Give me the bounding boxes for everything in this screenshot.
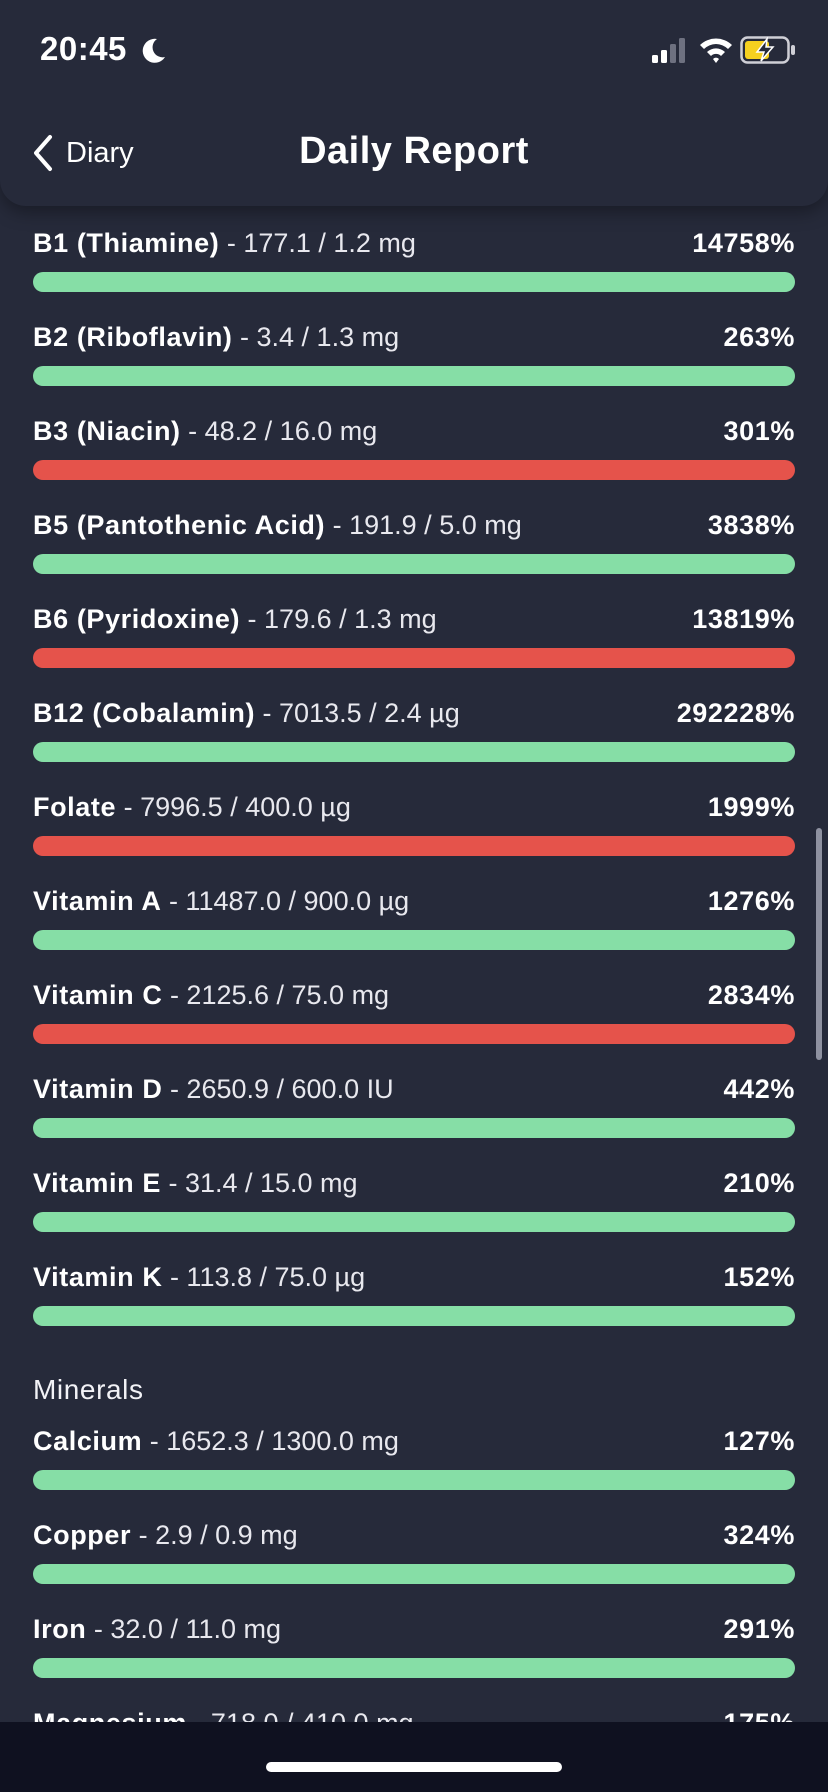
wifi-icon bbox=[700, 38, 732, 63]
progress-bar bbox=[33, 1024, 795, 1044]
nutrient-name: Iron bbox=[33, 1614, 87, 1644]
chevron-left-icon bbox=[34, 135, 52, 171]
nutrient-amount: - 2650.9 / 600.0 IU bbox=[162, 1074, 394, 1104]
nutrient-row: Magnesium - 718.0 / 410.0 mg 175% bbox=[33, 1708, 795, 1722]
progress-bar bbox=[33, 742, 795, 762]
battery-charging-icon bbox=[740, 36, 795, 64]
progress-bar bbox=[33, 1564, 795, 1584]
scrollbar[interactable] bbox=[816, 828, 822, 1060]
nutrient-row: Vitamin E - 31.4 / 15.0 mg 210% bbox=[33, 1168, 795, 1238]
nutrient-amount: - 718.0 / 410.0 mg bbox=[187, 1708, 413, 1722]
nutrient-amount: - 7013.5 / 2.4 µg bbox=[255, 698, 460, 728]
nutrient-name: Vitamin D bbox=[33, 1074, 163, 1104]
nutrient-percent: 210% bbox=[723, 1168, 795, 1198]
nutrient-row: Vitamin K - 113.8 / 75.0 µg 152% bbox=[33, 1262, 795, 1332]
nutrient-amount: - 1652.3 / 1300.0 mg bbox=[142, 1426, 399, 1456]
nutrient-name: Folate bbox=[33, 792, 117, 822]
nutrient-percent: 1276% bbox=[707, 886, 795, 916]
section-title-minerals: Minerals bbox=[33, 1374, 144, 1405]
nutrient-row: Calcium - 1652.3 / 1300.0 mg 127% bbox=[33, 1426, 795, 1496]
nutrient-row: Folate - 7996.5 / 400.0 µg 1999% bbox=[33, 792, 795, 862]
nutrient-name: Vitamin C bbox=[33, 980, 163, 1010]
progress-bar bbox=[33, 1658, 795, 1678]
progress-bar bbox=[33, 460, 795, 480]
progress-bar bbox=[33, 1470, 795, 1490]
nutrient-name: B2 (Riboflavin) bbox=[33, 322, 233, 352]
nutrient-percent: 292228% bbox=[676, 698, 795, 728]
nutrient-name: B1 (Thiamine) bbox=[33, 228, 220, 258]
nutrient-percent: 127% bbox=[723, 1426, 795, 1456]
progress-bar bbox=[33, 366, 795, 386]
nutrient-percent: 1999% bbox=[707, 792, 795, 822]
nutrient-amount: - 2125.6 / 75.0 mg bbox=[162, 980, 390, 1010]
progress-bar bbox=[33, 930, 795, 950]
nutrient-name: Vitamin K bbox=[33, 1262, 163, 1292]
nutrient-name: Magnesium bbox=[33, 1708, 187, 1722]
nutrient-name: B5 (Pantothenic Acid) bbox=[33, 510, 326, 540]
progress-bar bbox=[33, 1212, 795, 1232]
nutrient-percent: 14758% bbox=[692, 228, 795, 258]
back-label: Diary bbox=[66, 136, 134, 169]
moon-icon bbox=[142, 38, 165, 63]
nutrient-row: B2 (Riboflavin) - 3.4 / 1.3 mg 263% bbox=[33, 322, 795, 392]
nutrient-percent: 324% bbox=[723, 1520, 795, 1550]
nutrient-amount: - 191.9 / 5.0 mg bbox=[325, 510, 522, 540]
progress-bar bbox=[33, 1118, 795, 1138]
cellular-signal-icon bbox=[652, 38, 685, 63]
back-button[interactable]: Diary bbox=[30, 128, 134, 178]
nutrient-row: Copper - 2.9 / 0.9 mg 324% bbox=[33, 1520, 795, 1590]
nutrient-amount: - 2.9 / 0.9 mg bbox=[131, 1520, 298, 1550]
nutrient-row: B6 (Pyridoxine) - 179.6 / 1.3 mg 13819% bbox=[33, 604, 795, 674]
nutrient-amount: - 3.4 / 1.3 mg bbox=[232, 322, 400, 352]
nutrient-amount: - 113.8 / 75.0 µg bbox=[162, 1262, 366, 1292]
nutrient-percent: 291% bbox=[723, 1614, 795, 1644]
status-time: 20:45 bbox=[40, 30, 127, 67]
nutrient-amount: - 179.6 / 1.3 mg bbox=[240, 604, 437, 634]
nutrient-percent: 442% bbox=[723, 1074, 795, 1104]
header-bar: 20:45 Diary Daily Report bbox=[0, 0, 828, 206]
report-list[interactable]: B1 (Thiamine) - 177.1 / 1.2 mg 14758% B2 … bbox=[0, 0, 828, 1722]
nutrient-row: Iron - 32.0 / 11.0 mg 291% bbox=[33, 1614, 795, 1684]
nutrient-name: B3 (Niacin) bbox=[33, 416, 181, 446]
progress-bar bbox=[33, 272, 795, 292]
nutrient-amount: - 31.4 / 15.0 mg bbox=[160, 1168, 358, 1198]
nutrient-percent: 3838% bbox=[707, 510, 795, 540]
nutrient-amount: - 48.2 / 16.0 mg bbox=[180, 416, 378, 446]
nutrient-row: B5 (Pantothenic Acid) - 191.9 / 5.0 mg 38… bbox=[33, 510, 795, 580]
nutrient-percent: 301% bbox=[723, 416, 795, 446]
nutrient-row: B12 (Cobalamin) - 7013.5 / 2.4 µg 292228% bbox=[33, 698, 795, 768]
nutrient-amount: - 11487.0 / 900.0 µg bbox=[161, 886, 410, 916]
page-title: Daily Report bbox=[299, 130, 529, 172]
progress-bar bbox=[33, 1306, 795, 1326]
nutrient-percent: 13819% bbox=[692, 604, 795, 634]
nutrient-amount: - 7996.5 / 400.0 µg bbox=[116, 792, 351, 822]
nutrient-name: Calcium bbox=[33, 1426, 143, 1456]
nutrient-row: Vitamin C - 2125.6 / 75.0 mg 2834% bbox=[33, 980, 795, 1050]
home-bar-area bbox=[0, 1722, 828, 1792]
nutrient-name: B6 (Pyridoxine) bbox=[33, 604, 241, 634]
home-indicator[interactable] bbox=[266, 1762, 562, 1772]
nutrient-row: B3 (Niacin) - 48.2 / 16.0 mg 301% bbox=[33, 416, 795, 486]
nutrient-name: Vitamin E bbox=[33, 1168, 161, 1198]
nutrient-row: Vitamin D - 2650.9 / 600.0 IU 442% bbox=[33, 1074, 795, 1144]
nutrient-amount: - 32.0 / 11.0 mg bbox=[86, 1614, 282, 1644]
nutrient-name: Vitamin A bbox=[33, 886, 162, 916]
nutrient-name: Copper bbox=[33, 1520, 132, 1550]
progress-bar bbox=[33, 554, 795, 574]
progress-bar bbox=[33, 648, 795, 668]
nutrient-percent: 263% bbox=[723, 322, 795, 352]
nutrient-row: B1 (Thiamine) - 177.1 / 1.2 mg 14758% bbox=[33, 228, 795, 298]
nutrient-row: Vitamin A - 11487.0 / 900.0 µg 1276% bbox=[33, 886, 795, 956]
nutrient-percent: 2834% bbox=[707, 980, 795, 1010]
nutrient-amount: - 177.1 / 1.2 mg bbox=[219, 228, 416, 258]
progress-bar bbox=[33, 836, 795, 856]
nutrient-name: B12 (Cobalamin) bbox=[33, 698, 256, 728]
nutrient-percent: 175% bbox=[724, 1708, 795, 1722]
nutrient-percent: 152% bbox=[723, 1262, 795, 1292]
